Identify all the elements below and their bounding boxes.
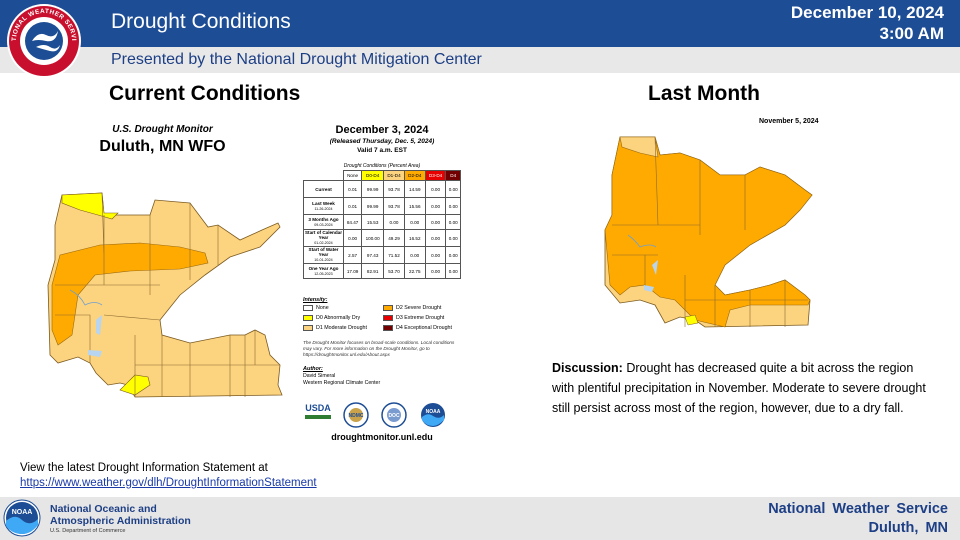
header-subband bbox=[0, 47, 960, 73]
discussion-text: Discussion: Drought has decreased quite … bbox=[552, 358, 932, 418]
author-heading: Author: bbox=[303, 366, 323, 372]
author-info: David Simeral Western Regional Climate C… bbox=[303, 373, 380, 386]
footer-nws-office: Duluth, MN bbox=[868, 520, 948, 536]
current-conditions-heading: Current Conditions bbox=[109, 82, 301, 105]
last-month-date: November 5, 2024 bbox=[759, 118, 819, 125]
row-label: One Year Ago 12-05-2023 bbox=[303, 263, 344, 279]
row-label: Current bbox=[303, 180, 344, 198]
legend-item: D1 Moderate Drought bbox=[303, 325, 367, 331]
discussion-label: Discussion: bbox=[552, 361, 623, 375]
author-name: David Simeral bbox=[303, 373, 336, 379]
header-time: 3:00 AM bbox=[879, 24, 944, 43]
legend-item: D4 Exceptional Drought bbox=[383, 325, 452, 331]
row-label: 3 Months Ago 09-03-2024 bbox=[303, 214, 344, 230]
last-month-map-county-lines bbox=[612, 136, 808, 327]
doc-logo: DOC bbox=[381, 402, 407, 428]
stats-header-row: None D0-D4 D1-D4 D2-D4 D3-D4 D4 bbox=[304, 170, 461, 181]
drought-stats-table: None D0-D4 D1-D4 D2-D4 D3-D4 D4 Current … bbox=[303, 170, 461, 279]
noaa-logo-text: NOAA bbox=[12, 509, 33, 516]
legend-swatch bbox=[383, 305, 393, 311]
col-d1-d4: D1-D4 bbox=[383, 170, 405, 181]
current-map-d2-region bbox=[51, 242, 209, 346]
current-map-county-lines bbox=[55, 192, 280, 397]
last-month-map-river bbox=[627, 234, 657, 248]
last-month-map-d0-patch bbox=[684, 314, 699, 326]
table-row: One Year Ago 12-05-2023 17.09 82.91 53.70… bbox=[303, 263, 461, 279]
col-d4: D4 bbox=[445, 170, 461, 181]
row-label: Start of Calendar Year 01-02-2024 bbox=[303, 229, 344, 247]
current-map-d1-region bbox=[47, 192, 283, 398]
current-map-reservoir bbox=[88, 350, 102, 357]
row-label: Last Week 11-26-2024 bbox=[303, 197, 344, 215]
dis-prompt: View the latest Drought Information Stat… bbox=[20, 462, 268, 474]
udm-map-subtitle: Duluth, MN WFO bbox=[99, 138, 226, 155]
last-month-map-d1-north bbox=[619, 136, 659, 158]
discussion-body: Drought has decreased quite a bit across… bbox=[552, 361, 926, 415]
current-map-river bbox=[69, 289, 103, 306]
current-drought-map bbox=[47, 192, 283, 398]
col-d3-d4: D3-D4 bbox=[424, 170, 447, 181]
udm-url[interactable]: droughtmonitor.unl.edu bbox=[331, 432, 433, 442]
doc-logo-text: DOC bbox=[388, 413, 400, 419]
legend-item: None bbox=[303, 305, 329, 311]
table-row: Start of Water Year 10-01-2024 2.57 97.43… bbox=[303, 246, 461, 264]
legend-swatch bbox=[383, 315, 393, 321]
legend-swatch bbox=[383, 325, 393, 331]
legend-swatch bbox=[303, 315, 313, 321]
usda-logo: USDA bbox=[305, 403, 331, 423]
legend-swatch bbox=[303, 325, 313, 331]
noaa-small-logo-text: NOAA bbox=[426, 409, 441, 415]
udm-date: December 3, 2024 bbox=[335, 124, 429, 136]
page-title: Drought Conditions bbox=[111, 10, 291, 33]
legend-swatch bbox=[303, 305, 313, 311]
ndmc-logo: NDMC bbox=[343, 402, 369, 428]
footer-band bbox=[0, 497, 960, 540]
noaa-small-logo: NOAA bbox=[421, 403, 445, 427]
row-label: Start of Water Year 10-01-2024 bbox=[303, 246, 344, 264]
udm-note: The Drought Monitor focuses on broad-sca… bbox=[303, 340, 455, 357]
header-band bbox=[0, 0, 960, 47]
noaa-name: National Oceanic and Atmospheric Adminis… bbox=[50, 503, 191, 527]
current-map-lake bbox=[96, 315, 102, 335]
legend-item: D0 Abnormally Dry bbox=[303, 315, 360, 321]
nws-logo: NATIONAL WEATHER SERVICE bbox=[6, 3, 81, 78]
ndmc-logo-text: NDMC bbox=[349, 413, 364, 419]
udm-valid: Valid 7 a.m. EST bbox=[357, 147, 407, 154]
footer-nws-name: National Weather Service bbox=[768, 501, 948, 517]
author-org: Western Regional Climate Center bbox=[303, 379, 381, 386]
last-month-map-reservoir bbox=[644, 285, 654, 292]
col-d2-d4: D2-D4 bbox=[403, 170, 426, 181]
header-date: December 10, 2024 bbox=[790, 3, 944, 22]
dis-link[interactable]: https://www.weather.gov/dlh/DroughtInfor… bbox=[20, 477, 317, 489]
table-row: Start of Calendar Year 01-02-2024 0.00 10… bbox=[303, 229, 461, 247]
udm-released: (Released Thursday, Dec. 5, 2024) bbox=[329, 138, 435, 145]
last-month-drought-map bbox=[604, 136, 813, 328]
col-d0-d4: D0-D4 bbox=[361, 170, 385, 181]
footer-nws: National Weather Service Duluth, MN bbox=[768, 500, 948, 538]
col-none: None bbox=[342, 170, 363, 181]
table-row: Last Week 11-26-2024 0.01 99.99 93.78 15.… bbox=[303, 197, 461, 215]
header-datetime: December 10, 2024 3:00 AM bbox=[791, 2, 944, 44]
legend-item: D3 Extreme Drought bbox=[383, 315, 444, 321]
last-month-heading: Last Month bbox=[648, 82, 760, 105]
legend-item: D2 Severe Drought bbox=[383, 305, 441, 311]
last-month-map-lake bbox=[652, 260, 658, 275]
table-row: Current 0.01 99.99 93.78 14.59 0.00 0.00 bbox=[303, 180, 461, 198]
table-row: 3 Months Ago 09-03-2024 84.47 15.53 0.00 … bbox=[303, 214, 461, 230]
udm-map-title: U.S. Drought Monitor bbox=[112, 124, 213, 135]
presented-by: Presented by the National Drought Mitiga… bbox=[111, 51, 482, 68]
intensity-heading: Intensity: bbox=[303, 297, 328, 303]
udm-table-caption: Drought Conditions (Percent Area) bbox=[343, 163, 421, 169]
noaa-logo: NOAA bbox=[3, 499, 41, 537]
noaa-dept: U.S. Department of Commerce bbox=[50, 528, 126, 534]
